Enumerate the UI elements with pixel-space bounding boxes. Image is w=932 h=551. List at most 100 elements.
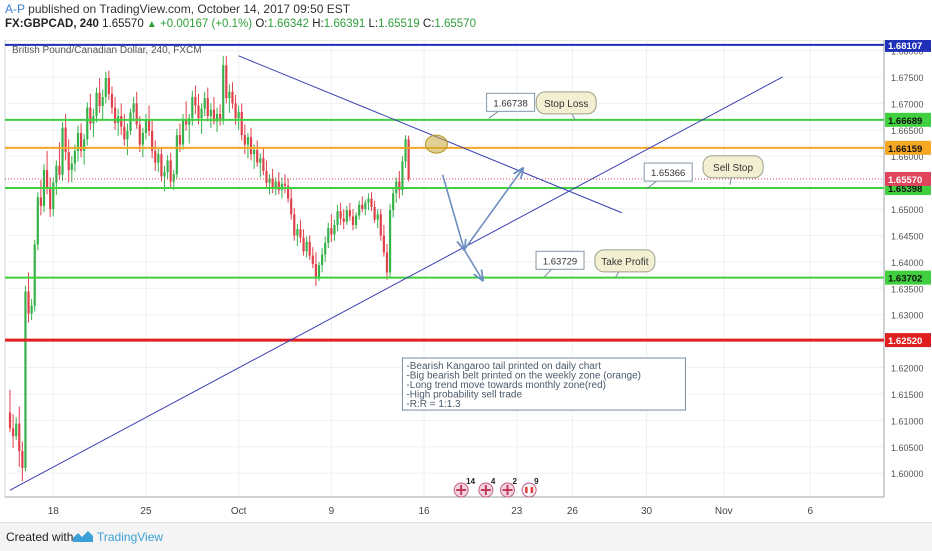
candle-body bbox=[95, 92, 98, 117]
candle-body bbox=[24, 291, 27, 468]
x-tick-label: 16 bbox=[418, 506, 430, 517]
event-count: 4 bbox=[491, 477, 496, 486]
x-tick-label: Nov bbox=[715, 506, 733, 517]
author-link[interactable]: A-P bbox=[5, 2, 25, 16]
y-tick-label: 1.64500 bbox=[891, 231, 924, 241]
x-tick-label: 6 bbox=[808, 506, 814, 517]
label-bubble bbox=[535, 91, 597, 115]
candle-body bbox=[206, 98, 209, 117]
candle-body bbox=[287, 185, 290, 199]
candle-body bbox=[215, 113, 219, 122]
candle-body bbox=[274, 181, 277, 188]
candle-body bbox=[166, 160, 169, 173]
candle-body bbox=[126, 130, 129, 140]
candle-body bbox=[98, 92, 101, 107]
candle-body bbox=[324, 242, 327, 255]
candle-body bbox=[70, 163, 73, 170]
candle-body bbox=[317, 265, 321, 277]
candle-body bbox=[138, 124, 141, 145]
level-price-label: 1.68107 bbox=[888, 41, 922, 52]
candle-body bbox=[320, 254, 324, 266]
level-price-tag bbox=[885, 270, 931, 285]
price-callout-box bbox=[643, 162, 693, 182]
price-callout-box bbox=[535, 250, 585, 270]
candle-body bbox=[76, 132, 80, 151]
candle-body bbox=[243, 135, 246, 145]
analysis-note-line: -Long trend move towards monthly zone(re… bbox=[406, 380, 606, 391]
candle-body bbox=[89, 107, 92, 124]
candle-body bbox=[311, 255, 314, 265]
candle-body bbox=[388, 210, 392, 273]
y-tick-label: 1.62000 bbox=[891, 364, 924, 374]
y-tick-label: 1.60000 bbox=[891, 469, 924, 479]
y-tick-label: 1.61500 bbox=[891, 390, 924, 400]
y-tick-label: 1.60500 bbox=[891, 443, 924, 453]
y-tick-label: 1.66500 bbox=[891, 126, 924, 136]
tradingview-brand-link[interactable]: TradingView bbox=[97, 530, 164, 544]
candle-body bbox=[222, 65, 225, 121]
candle-body bbox=[225, 65, 228, 99]
candle-body bbox=[336, 211, 339, 225]
candle-body bbox=[191, 97, 194, 119]
price-change: +0.00167 (+0.1%) bbox=[160, 18, 253, 30]
price-callout-box bbox=[486, 92, 536, 112]
candle-body bbox=[194, 97, 197, 106]
candle-body bbox=[144, 120, 148, 133]
symbol-label[interactable]: FX:GBPCAD, 240 bbox=[5, 18, 99, 30]
candle-body bbox=[314, 264, 318, 277]
label-bubble bbox=[702, 155, 764, 179]
footer-bar: Created with TradingView bbox=[0, 522, 932, 551]
candle-body bbox=[234, 103, 237, 119]
x-tick-label: 25 bbox=[140, 506, 152, 517]
level-price-tag bbox=[885, 112, 931, 127]
analysis-note-box bbox=[401, 357, 686, 411]
low-value: 1.65519 bbox=[378, 18, 420, 30]
candle-body bbox=[141, 132, 144, 145]
candle-body bbox=[265, 171, 268, 183]
level-price-label: 1.65398 bbox=[888, 184, 922, 195]
candle-body bbox=[86, 107, 89, 140]
candle-body bbox=[268, 178, 271, 183]
candle-body bbox=[271, 178, 274, 188]
candle-body bbox=[79, 132, 83, 151]
candle-body bbox=[373, 206, 376, 220]
candle-body bbox=[52, 182, 55, 210]
candle-body bbox=[33, 244, 36, 306]
candle-body bbox=[110, 93, 114, 108]
price-callout-text: 1.65366 bbox=[651, 168, 685, 179]
tradingview-logo-icon[interactable] bbox=[72, 528, 94, 544]
candle-body bbox=[293, 214, 296, 236]
projection-arrow bbox=[441, 174, 465, 250]
candle-body bbox=[404, 139, 407, 162]
last-price-tag bbox=[885, 171, 931, 186]
event-count: 14 bbox=[466, 477, 475, 486]
candle-body bbox=[290, 198, 293, 215]
candle-body bbox=[385, 252, 389, 273]
candle-body bbox=[132, 103, 135, 113]
candle-body bbox=[39, 197, 42, 206]
trend-line bbox=[9, 76, 783, 491]
close-label: C: bbox=[422, 18, 435, 30]
candle-body bbox=[308, 241, 311, 256]
price-chart[interactable]: 1.60000 1.60500 1.61000 1.61500 1.62000 1.625… bbox=[0, 37, 932, 522]
candle-body bbox=[18, 423, 21, 452]
candle-body bbox=[219, 113, 222, 121]
candle-body bbox=[123, 126, 126, 140]
level-price-label: 1.66689 bbox=[888, 116, 922, 127]
level-price-label: 1.66159 bbox=[888, 144, 922, 155]
level-price-tag bbox=[885, 140, 931, 155]
candle-body bbox=[27, 291, 30, 314]
candle-body bbox=[15, 423, 18, 437]
candle-body bbox=[354, 215, 358, 225]
candle-body bbox=[11, 428, 15, 437]
last-price-label: 1.65570 bbox=[888, 175, 922, 186]
candle-body bbox=[262, 158, 265, 172]
candle-body bbox=[151, 130, 154, 151]
candle-body bbox=[113, 107, 117, 123]
candle-body bbox=[120, 116, 123, 127]
level-price-label: 1.63702 bbox=[888, 274, 922, 285]
candle-body bbox=[154, 150, 157, 163]
chart-area[interactable]: 1.60000 1.60500 1.61000 1.61500 1.62000 1.625… bbox=[0, 37, 932, 522]
candle-body bbox=[61, 127, 64, 175]
analysis-note-line: -Bearish Kangaroo tail printed on daily … bbox=[406, 361, 601, 372]
